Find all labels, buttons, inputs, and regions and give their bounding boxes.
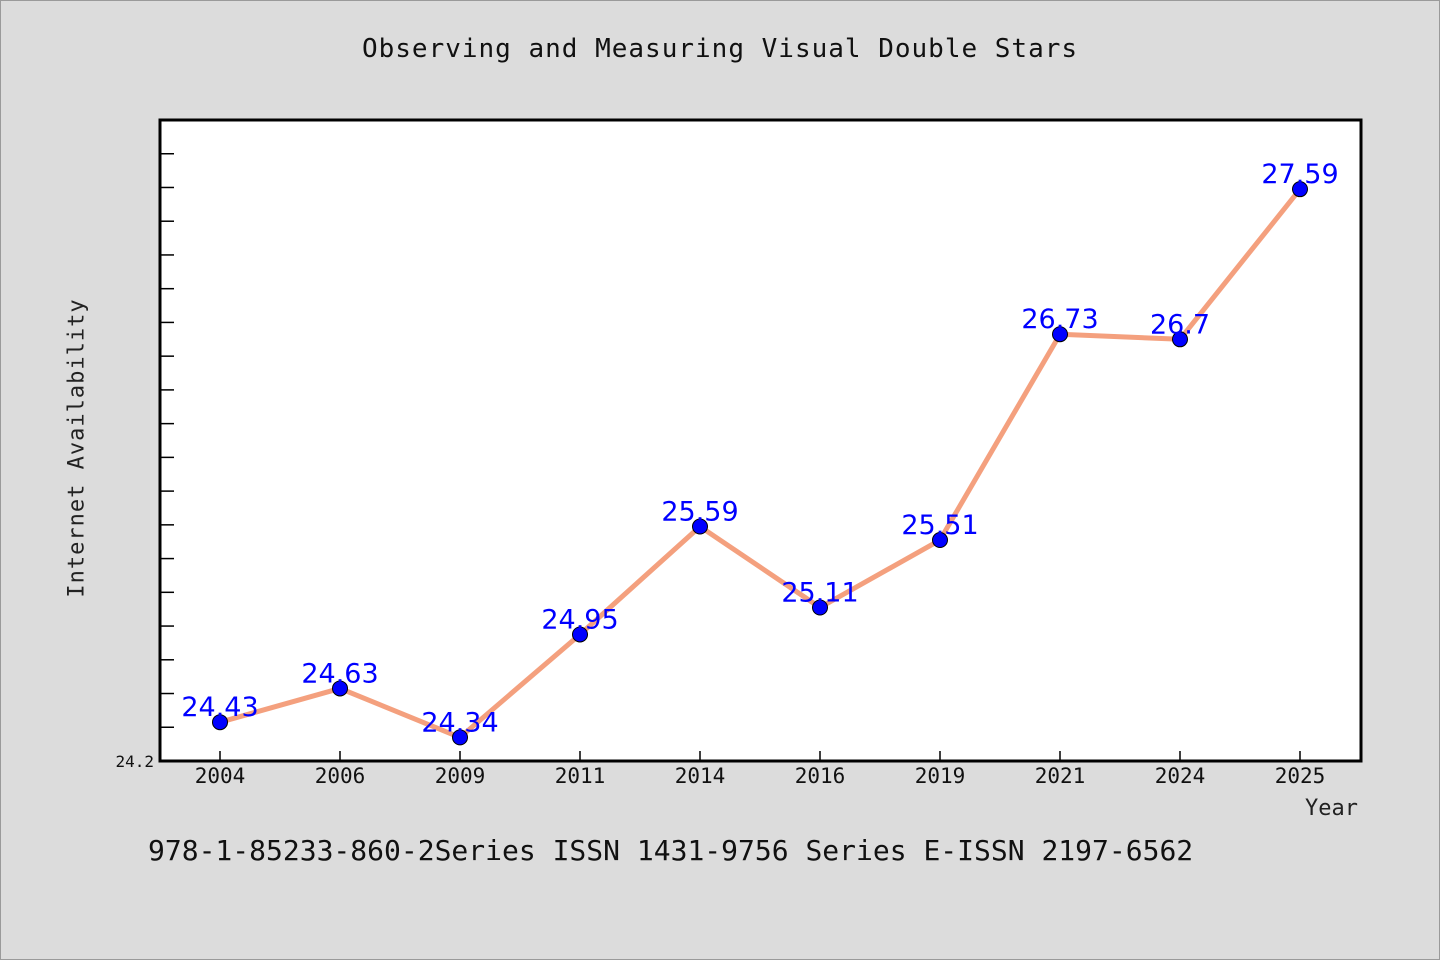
x-tick-label: 2019 (915, 764, 966, 788)
x-axis-ticks: 2004 2006 2009 2011 2014 2016 2019 2021 2024 2025 (195, 751, 1326, 788)
data-label: 25.11 (781, 577, 858, 608)
data-point (1292, 181, 1308, 198)
data-label: 25.51 (901, 510, 978, 541)
x-axis-label: Year (1305, 796, 1358, 821)
chart-title: Observing and Measuring Visual Double St… (361, 34, 1079, 64)
plot-frame (158, 118, 1363, 763)
x-tick-label: 2021 (1035, 764, 1086, 788)
data-point (812, 599, 828, 616)
data-label: 24.95 (541, 604, 618, 635)
data-label: 26.7 (1150, 309, 1210, 340)
x-tick-label: 2009 (435, 764, 486, 788)
data-point (1172, 331, 1188, 348)
x-tick-label: 2014 (675, 764, 726, 788)
x-tick-label: 2024 (1155, 764, 1206, 788)
data-label: 24.63 (301, 658, 378, 689)
x-tick-label: 2025 (1275, 764, 1326, 788)
data-point (932, 532, 948, 549)
data-label: 24.43 (181, 692, 258, 723)
y-axis-ticks: 24.2 (115, 119, 174, 771)
data-label: 24.34 (421, 707, 498, 738)
data-point (572, 626, 588, 643)
x-tick-label: 2006 (315, 764, 366, 788)
data-label: 25.59 (661, 497, 738, 528)
series-line (217, 186, 1303, 740)
data-point (332, 680, 348, 697)
y-tick-label: 24.2 (115, 752, 154, 771)
data-point (212, 714, 228, 731)
data-label: 27.59 (1261, 159, 1338, 190)
x-tick-label: 2004 (195, 764, 246, 788)
data-point (692, 518, 708, 535)
x-tick-label: 2011 (555, 764, 606, 788)
data-point (1052, 326, 1068, 343)
data-label: 26.73 (1021, 304, 1098, 335)
data-point (452, 729, 468, 746)
x-tick-label: 2016 (795, 764, 846, 788)
footer-note: 978-1-85233-860-2Series ISSN 1431-9756 S… (148, 834, 1194, 867)
series-markers (212, 181, 1308, 746)
data-labels: 24.43 24.63 24.34 24.95 25.59 25.11 25.51 26.73… (181, 159, 1338, 738)
